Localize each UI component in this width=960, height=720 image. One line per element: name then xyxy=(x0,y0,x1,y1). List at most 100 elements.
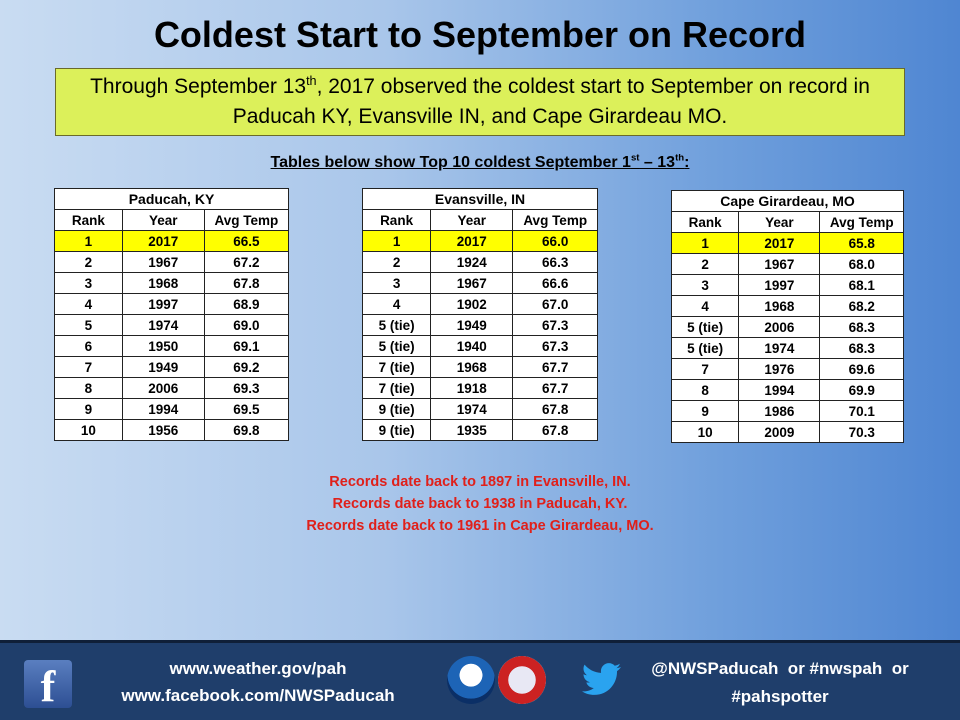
table-cell: 2009 xyxy=(738,421,821,443)
table-cell: 67.8 xyxy=(512,398,598,420)
table-cell: 67.8 xyxy=(512,419,598,441)
table-cell: 8 xyxy=(670,379,740,401)
table-cell: 7 xyxy=(670,358,740,380)
table-cell: 67.3 xyxy=(512,335,598,357)
footer-links: www.weather.gov/pah www.facebook.com/NWS… xyxy=(108,655,408,709)
table-cell: 1949 xyxy=(430,314,514,336)
table-row: 3 1997 68.1 xyxy=(670,274,904,296)
table-cell: 1 xyxy=(54,230,123,252)
table-row: 5 1974 69.0 xyxy=(54,314,290,336)
table-cell: 9 (tie) xyxy=(361,419,432,441)
table-cell: 69.9 xyxy=(819,379,904,401)
website-link[interactable]: www.weather.gov/pah xyxy=(169,659,347,678)
table-cell: 69.1 xyxy=(203,335,290,357)
table-row: 3 1968 67.8 xyxy=(54,272,290,294)
table-evansville: Evansville, IN Rank Year Avg Temp 1 2017 66.0 2… xyxy=(361,188,598,441)
table-row: 1 2017 66.5 xyxy=(54,230,290,252)
table-cell: 2017 xyxy=(738,232,821,254)
table-cell: 1997 xyxy=(738,274,821,296)
table-cell: 1918 xyxy=(430,377,514,399)
table-cell: 67.0 xyxy=(512,293,598,315)
table-cell: 1924 xyxy=(430,251,514,273)
table-cell: 1935 xyxy=(430,419,514,441)
table-row: 9 1994 69.5 xyxy=(54,398,290,420)
table-row: 7 1949 69.2 xyxy=(54,356,290,378)
table-cell: 2006 xyxy=(738,316,821,338)
table-row: 2 1967 67.2 xyxy=(54,251,290,273)
table-cell: 1967 xyxy=(430,272,514,294)
table-cell: 7 xyxy=(54,356,123,378)
table-cell: 1949 xyxy=(121,356,205,378)
table-cell: 5 (tie) xyxy=(670,316,740,338)
table-cell: 1976 xyxy=(738,358,821,380)
table-cape-girardeau: Cape Girardeau, MO Rank Year Avg Temp 1 2017 6… xyxy=(670,190,904,443)
table-cell: 1902 xyxy=(430,293,514,315)
table-cell: 1994 xyxy=(121,398,205,420)
table-cell: 69.6 xyxy=(819,358,904,380)
table-cell: 2006 xyxy=(121,377,205,399)
table-cell: 65.8 xyxy=(819,232,904,254)
table-cell: 1 xyxy=(361,230,432,252)
table-city-header: Evansville, IN xyxy=(362,188,598,210)
table-cell: 4 xyxy=(54,293,123,315)
table-cell: 5 (tie) xyxy=(361,335,432,357)
table-row: 9 (tie) 1935 67.8 xyxy=(361,419,598,441)
column-header: Avg Temp xyxy=(819,211,904,233)
table-cell: 2017 xyxy=(121,230,205,252)
column-header: Year xyxy=(738,211,821,233)
facebook-link[interactable]: www.facebook.com/NWSPaducah xyxy=(121,686,395,705)
table-cell: 8 xyxy=(54,377,123,399)
record-note: Records date back to 1897 in Evansville,… xyxy=(329,474,631,490)
table-row: 9 1986 70.1 xyxy=(670,400,904,422)
table-cell: 69.2 xyxy=(203,356,290,378)
twitter-handles[interactable]: @NWSPaducah or #nwspah or xyxy=(651,659,909,678)
table-cell: 67.2 xyxy=(203,251,290,273)
column-header: Rank xyxy=(361,209,432,231)
facebook-icon[interactable]: f xyxy=(24,660,72,711)
table-row: 7 (tie) 1968 67.7 xyxy=(361,356,598,378)
tables-subheading: Tables below show Top 10 coldest Septemb… xyxy=(270,152,690,171)
table-cell: 67.8 xyxy=(203,272,290,294)
table-cell: 2 xyxy=(670,253,740,275)
table-cell: 1968 xyxy=(738,295,821,317)
records-notes: Records date back to 1897 in Evansville,… xyxy=(0,471,960,537)
table-city-header: Cape Girardeau, MO xyxy=(671,190,904,212)
table-cell: 67.3 xyxy=(512,314,598,336)
nws-logo xyxy=(498,656,546,704)
table-row: 7 (tie) 1918 67.7 xyxy=(361,377,598,399)
table-city-header: Paducah, KY xyxy=(54,188,289,210)
table-cell: 10 xyxy=(670,421,740,443)
table-row: 5 (tie) 1974 68.3 xyxy=(670,337,904,359)
social-handles: @NWSPaducah or #nwspah or #pahspotter xyxy=(620,655,940,711)
table-row: 2 1924 66.3 xyxy=(361,251,598,273)
table-row: 10 2009 70.3 xyxy=(670,421,904,443)
table-cell: 70.1 xyxy=(819,400,904,422)
twitter-icon[interactable] xyxy=(582,663,622,697)
table-cell: 4 xyxy=(670,295,740,317)
table-row: 3 1967 66.6 xyxy=(361,272,598,294)
footer-bar: f www.weather.gov/pah www.facebook.com/N… xyxy=(0,640,960,720)
table-cell: 68.1 xyxy=(819,274,904,296)
table-cell: 5 (tie) xyxy=(361,314,432,336)
table-row: 9 (tie) 1974 67.8 xyxy=(361,398,598,420)
table-cell: 3 xyxy=(670,274,740,296)
summary-note: Through September 13th, 2017 observed th… xyxy=(55,68,905,136)
hashtag[interactable]: #pahspotter xyxy=(731,687,829,706)
table-cell: 4 xyxy=(361,293,432,315)
record-note: Records date back to 1961 in Cape Girard… xyxy=(306,518,654,534)
table-row: 8 1994 69.9 xyxy=(670,379,904,401)
table-row: 4 1902 67.0 xyxy=(361,293,598,315)
table-cell: 66.0 xyxy=(512,230,598,252)
table-cell: 67.7 xyxy=(512,377,598,399)
table-cell: 1974 xyxy=(430,398,514,420)
table-cell: 68.9 xyxy=(203,293,290,315)
table-row: 1 2017 65.8 xyxy=(670,232,904,254)
summary-line-2: Paducah KY, Evansville IN, and Cape Gira… xyxy=(232,105,728,128)
table-cell: 9 xyxy=(54,398,123,420)
table-row: 6 1950 69.1 xyxy=(54,335,290,357)
table-cell: 1 xyxy=(670,232,740,254)
table-cell: 68.0 xyxy=(819,253,904,275)
table-cell: 66.3 xyxy=(512,251,598,273)
table-cell: 2 xyxy=(54,251,123,273)
table-cell: 9 xyxy=(670,400,740,422)
